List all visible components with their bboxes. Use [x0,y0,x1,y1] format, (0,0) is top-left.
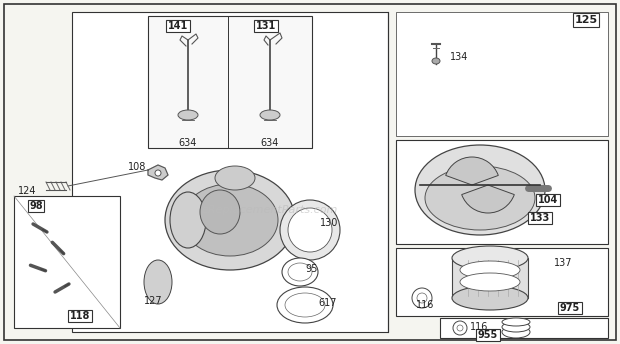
Text: 634: 634 [179,138,197,148]
Ellipse shape [452,286,528,310]
Text: 116: 116 [416,300,435,310]
Text: 133: 133 [530,213,550,223]
Ellipse shape [282,258,318,286]
Ellipse shape [288,208,332,252]
Ellipse shape [280,200,340,260]
Text: 634: 634 [261,138,279,148]
Bar [396,12,608,136]
Bar [452,258,528,298]
Circle shape [412,288,432,308]
Bar [396,140,608,244]
Ellipse shape [277,287,333,323]
Text: 141: 141 [168,21,188,31]
Wedge shape [446,157,498,185]
Bar [72,12,388,332]
Bar [396,248,608,316]
Text: 130: 130 [320,218,339,228]
Bar [14,196,120,328]
Ellipse shape [502,322,530,332]
Ellipse shape [460,273,520,291]
Text: 955: 955 [478,330,498,340]
Ellipse shape [502,326,530,338]
Polygon shape [148,165,168,180]
Ellipse shape [170,192,206,248]
Text: 617: 617 [318,298,337,308]
Bar [440,318,608,338]
Ellipse shape [260,110,280,120]
Ellipse shape [200,190,240,234]
Wedge shape [462,185,515,213]
Text: 975: 975 [560,303,580,313]
Text: 118: 118 [70,311,90,321]
Ellipse shape [432,58,440,64]
Bar [148,16,312,148]
Ellipse shape [460,261,520,279]
Text: 98: 98 [29,201,43,211]
Ellipse shape [415,145,545,235]
Circle shape [453,321,467,335]
Ellipse shape [165,170,295,270]
Ellipse shape [215,166,255,190]
Ellipse shape [502,318,530,326]
Text: 125: 125 [575,15,598,25]
Text: 137: 137 [554,258,572,268]
Circle shape [417,293,427,303]
Text: eReplacementParts.com: eReplacementParts.com [202,205,338,215]
Circle shape [457,325,463,331]
Text: 131: 131 [256,21,276,31]
Ellipse shape [178,110,198,120]
Text: 127: 127 [144,296,162,306]
Ellipse shape [452,246,528,270]
Text: 104: 104 [538,195,558,205]
Text: 108: 108 [128,162,146,172]
Ellipse shape [288,263,312,281]
Text: 134: 134 [450,52,468,62]
Ellipse shape [144,260,172,304]
Circle shape [155,170,161,176]
Ellipse shape [182,184,278,256]
Ellipse shape [285,293,325,317]
Text: 124: 124 [18,186,37,196]
Text: 95: 95 [305,264,317,274]
Ellipse shape [425,166,535,230]
Text: 116: 116 [470,322,489,332]
